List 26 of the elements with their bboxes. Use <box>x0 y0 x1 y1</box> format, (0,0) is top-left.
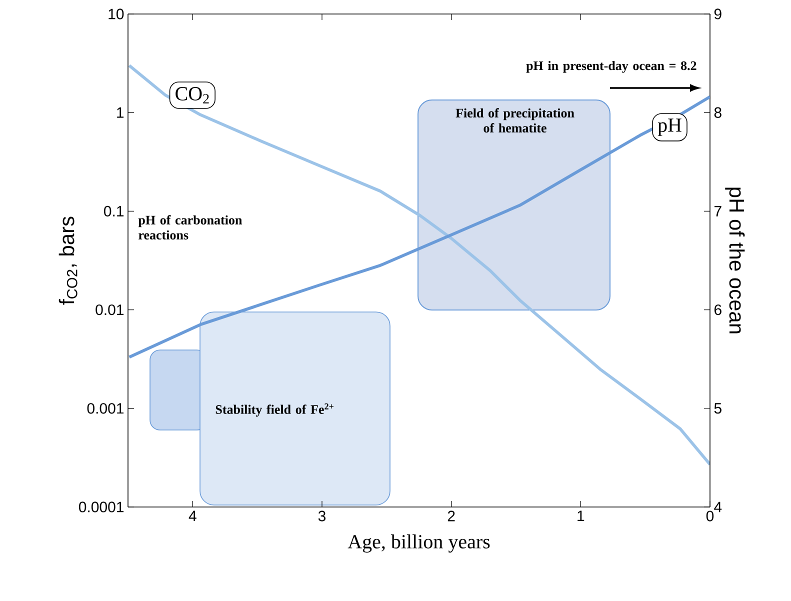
x-tick-label: 2 <box>448 510 455 522</box>
y2-tick-label: 5 <box>714 403 722 414</box>
y-tick-label: 0.0001 <box>78 502 124 512</box>
y-tick-label: 1 <box>117 107 124 118</box>
y2-axis-title: pH of the ocean <box>725 188 745 334</box>
y-tick-label: 0.001 <box>87 403 124 414</box>
annotation: pH in present-day ocean = 8.2 <box>526 60 696 73</box>
annotation: Stability field of Fe$^{2+}$ <box>216 403 334 417</box>
y2-tick-label: 7 <box>714 206 722 216</box>
series-label: CO$_{2}$ <box>176 87 209 104</box>
annotation: Field of precipitation of hematite <box>456 108 574 132</box>
y2-tick-label: 9 <box>714 8 722 20</box>
annotation: pH of carbonation reactions <box>138 215 242 240</box>
y-tick-label: 0.1 <box>104 206 124 216</box>
x-axis-title: Age, billion years <box>348 534 490 553</box>
y-axis-title: f$_{CO2}$, bars <box>58 216 78 305</box>
y2-tick-label: 6 <box>714 304 722 316</box>
series-label: pH <box>658 118 682 136</box>
y2-tick-label: 4 <box>714 502 722 512</box>
x-tick-label: 4 <box>188 510 196 522</box>
y-tick-label: 10 <box>108 8 124 20</box>
x-tick-label: 1 <box>578 510 584 522</box>
y2-tick-label: 8 <box>714 107 722 118</box>
x-tick-label: 0 <box>706 510 714 522</box>
y-tick-label: 0.01 <box>96 304 124 316</box>
x-tick-label: 3 <box>318 510 326 522</box>
